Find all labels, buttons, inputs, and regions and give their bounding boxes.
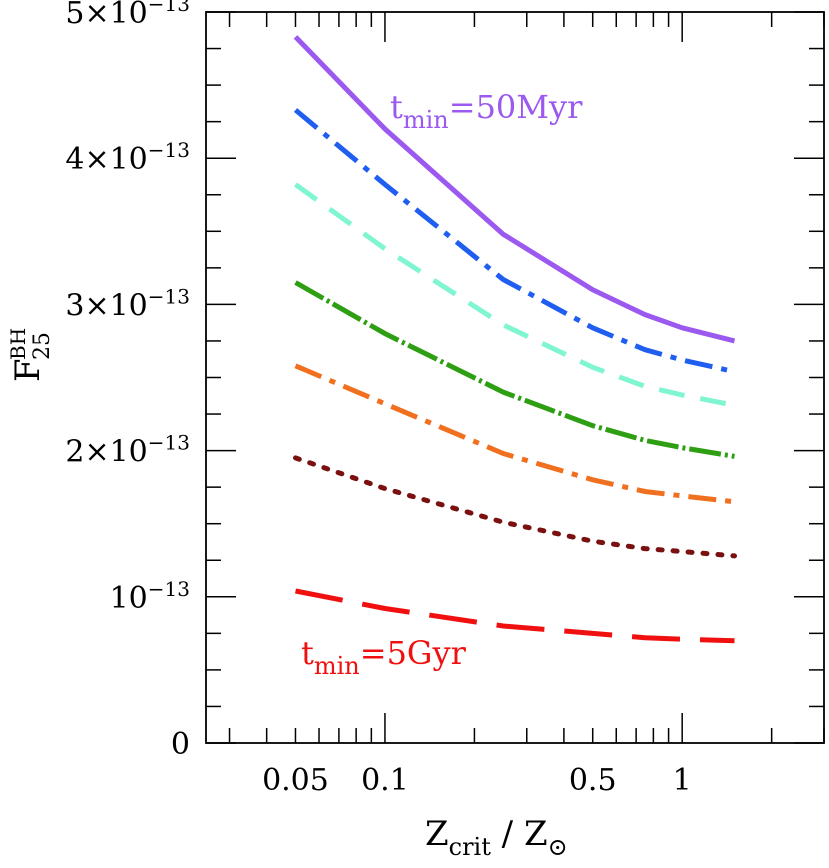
annotation-5gyr: tmin=5Gyr [301, 634, 467, 680]
series-line-1 [293, 35, 736, 344]
y-axis-title: F BH 25 [6, 328, 55, 382]
plot-frame [205, 11, 825, 744]
series-line-3 [294, 182, 735, 408]
x-tick-label: 1 [673, 763, 692, 798]
y-tick-label: 10−13 [110, 577, 190, 616]
y-tick-label: 0 [171, 727, 190, 762]
series-line-5 [294, 363, 735, 505]
x-tick-label: 0.05 [262, 763, 329, 798]
x-axis-title: Zcrit / Z⊙ [425, 814, 568, 861]
x-tick-labels: 0.05 0.1 0.5 1 [262, 763, 692, 798]
y-tick-labels: 0 10−13 2×10−13 3×10−13 4×10−13 5×10−13 [65, 0, 190, 762]
y-tick-label: 4×10−13 [65, 138, 190, 177]
y-axis-title-sub: 25 [30, 332, 55, 360]
x-tick-label: 0.1 [361, 763, 409, 798]
y-axis-title-sup: BH [6, 328, 30, 360]
svg-text:F: F [8, 358, 48, 382]
series-lines [293, 35, 737, 644]
series-line-2 [293, 108, 736, 375]
series-line-7 [295, 588, 735, 644]
series-line-4 [294, 280, 735, 459]
annotation-50myr: tmin=50Myr [390, 88, 583, 134]
series-line-6 [293, 455, 737, 559]
y-tick-label: 5×10−13 [65, 0, 190, 31]
x-tick-label: 0.5 [569, 763, 617, 798]
y-tick-label: 3×10−13 [65, 284, 190, 323]
y-tick-label: 2×10−13 [65, 431, 190, 470]
